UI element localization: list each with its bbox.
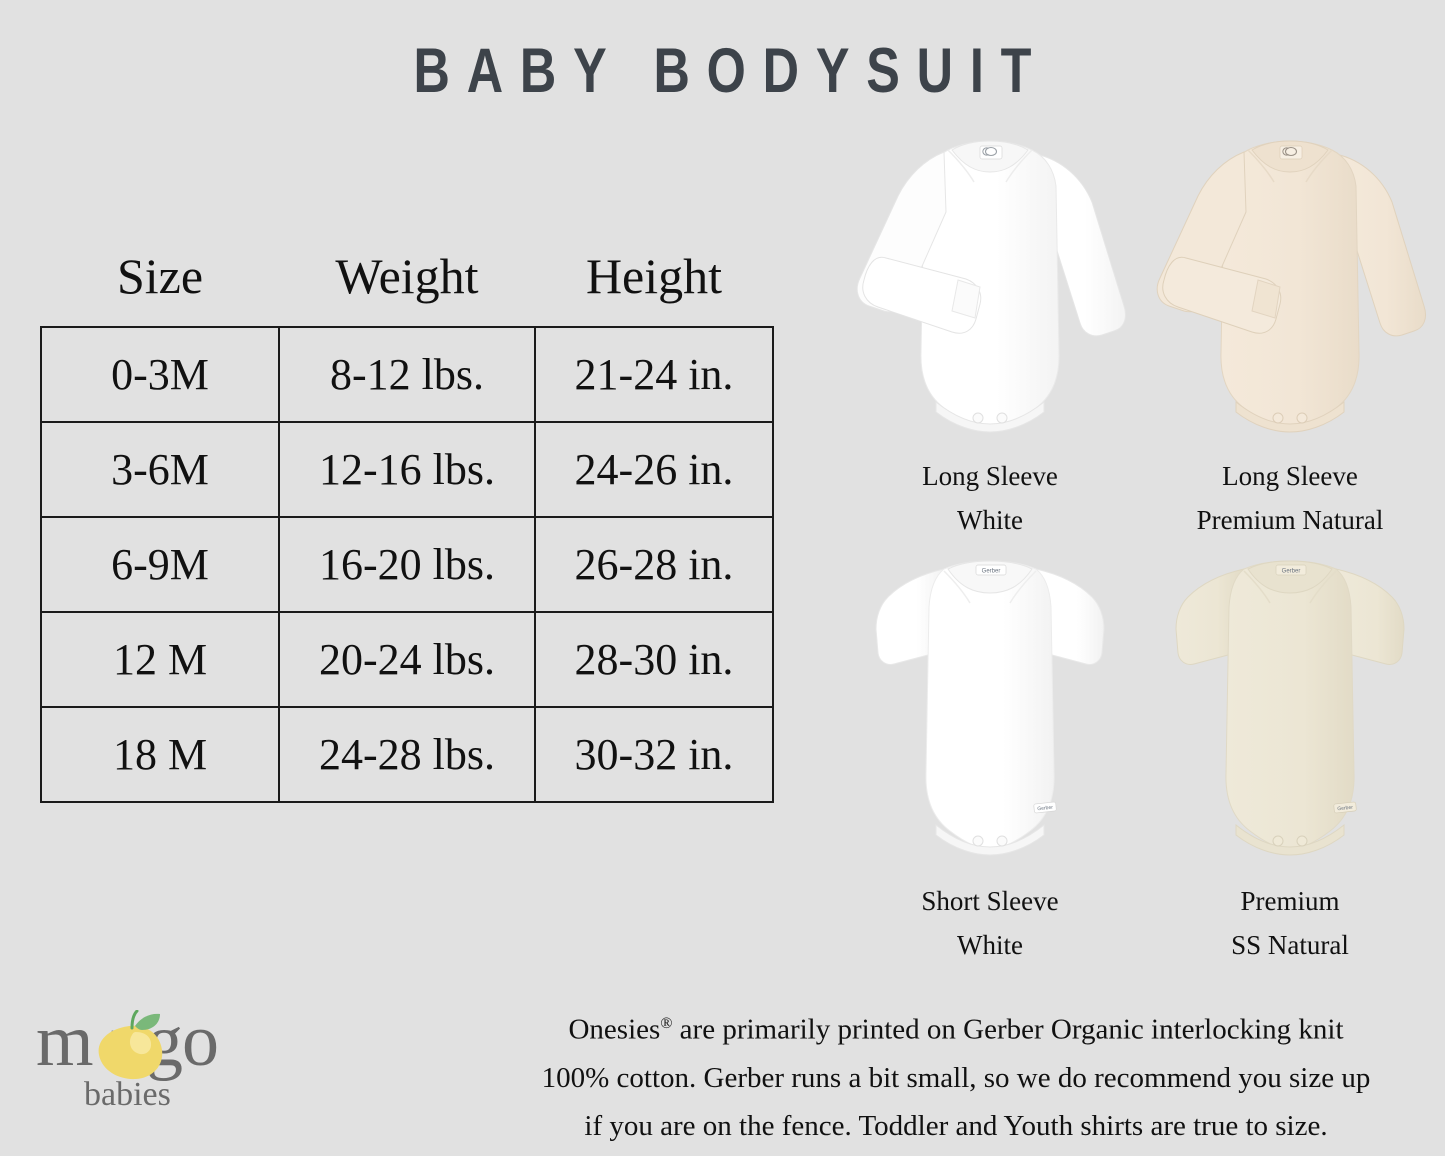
disclaimer-line-3: if you are on the fence. Toddler and You… bbox=[584, 1109, 1328, 1142]
garment-short-sleeve-white: Gerber Gerber Short Sleeve White bbox=[840, 545, 1140, 965]
garment-label-line2: White bbox=[957, 930, 1023, 960]
mango-icon bbox=[98, 1010, 163, 1080]
garment-label: Short Sleeve White bbox=[840, 879, 1140, 967]
cell-weight: 8-12 lbs. bbox=[278, 326, 536, 423]
garment-label-line1: Premium bbox=[1240, 886, 1340, 916]
svg-text:Gerber: Gerber bbox=[982, 569, 1001, 575]
short-sleeve-bodysuit-image: Gerber Gerber bbox=[1175, 560, 1405, 856]
cell-height: 30-32 in. bbox=[534, 706, 774, 803]
cell-size: 0-3M bbox=[40, 326, 280, 423]
disclaimer-line-1: Onesies® are primarily printed on Gerber… bbox=[480, 1000, 1432, 1054]
table-row: 6-9M 16-20 lbs. 26-28 in. bbox=[40, 516, 774, 613]
garment-label: Premium SS Natural bbox=[1140, 879, 1440, 967]
garment-label-line1: Long Sleeve bbox=[922, 461, 1058, 491]
garment-long-sleeve-premium-natural: Long Sleeve Premium Natural bbox=[1140, 120, 1440, 540]
garment-label: Long Sleeve Premium Natural bbox=[1140, 454, 1440, 542]
brand-logo: m ngo babies bbox=[36, 1002, 296, 1122]
table-header-row: Size Weight Height bbox=[41, 248, 773, 327]
svg-text:Gerber: Gerber bbox=[1282, 569, 1301, 575]
cell-weight: 20-24 lbs. bbox=[278, 611, 536, 708]
cell-size: 12 M bbox=[40, 611, 280, 708]
garment-premium-ss-natural: Gerber Gerber Premium SS Natural bbox=[1140, 545, 1440, 965]
cell-weight: 12-16 lbs. bbox=[278, 421, 536, 518]
svg-text:Gerber: Gerber bbox=[1337, 805, 1353, 813]
table-row: 0-3M 8-12 lbs. 21-24 in. bbox=[40, 326, 774, 423]
logo-subtitle: babies bbox=[84, 1076, 171, 1113]
disclaimer-brand: Onesies bbox=[568, 1013, 661, 1046]
garment-label-line1: Short Sleeve bbox=[921, 886, 1059, 916]
svg-text:Gerber: Gerber bbox=[1037, 805, 1053, 813]
table-row: 3-6M 12-16 lbs. 24-26 in. bbox=[40, 421, 774, 518]
cell-size: 6-9M bbox=[40, 516, 280, 613]
long-sleeve-bodysuit-image bbox=[856, 140, 1127, 433]
table-row: 18 M 24-28 lbs. 30-32 in. bbox=[40, 706, 774, 803]
cell-weight: 16-20 lbs. bbox=[278, 516, 536, 613]
garment-label-line1: Long Sleeve bbox=[1222, 461, 1358, 491]
garment-gallery: Long Sleeve White bbox=[840, 120, 1440, 960]
long-sleeve-bodysuit-image bbox=[1156, 140, 1427, 433]
cell-height: 28-30 in. bbox=[534, 611, 774, 708]
table-row: 12 M 20-24 lbs. 28-30 in. bbox=[40, 611, 774, 708]
column-header-size: Size bbox=[116, 248, 204, 304]
disclaimer-line1-rest: are primarily printed on Gerber Organic … bbox=[672, 1013, 1344, 1046]
cell-size: 18 M bbox=[40, 706, 280, 803]
cell-height: 24-26 in. bbox=[534, 421, 774, 518]
size-chart-table: Size Weight Height 0-3M 8-12 lbs. 21-24 … bbox=[40, 248, 774, 803]
disclaimer-line-2: 100% cotton. Gerber runs a bit small, so… bbox=[541, 1061, 1371, 1094]
cell-height: 26-28 in. bbox=[534, 516, 774, 613]
column-header-height: Height bbox=[585, 248, 723, 304]
column-header-weight: Weight bbox=[335, 248, 479, 304]
page-title: BABY BODYSUIT bbox=[413, 36, 1049, 106]
cell-size: 3-6M bbox=[40, 421, 280, 518]
cell-height: 21-24 in. bbox=[534, 326, 774, 423]
garment-long-sleeve-white: Long Sleeve White bbox=[840, 120, 1140, 540]
registered-trademark-icon: ® bbox=[660, 1015, 673, 1032]
short-sleeve-bodysuit-image: Gerber Gerber bbox=[875, 560, 1105, 856]
cell-weight: 24-28 lbs. bbox=[278, 706, 536, 803]
garment-label: Long Sleeve White bbox=[840, 454, 1140, 542]
garment-label-line2: Premium Natural bbox=[1196, 505, 1384, 535]
garment-label-line2: SS Natural bbox=[1231, 930, 1349, 960]
disclaimer-text: Onesies® are primarily printed on Gerber… bbox=[480, 1000, 1432, 1150]
garment-label-line2: White bbox=[957, 505, 1023, 535]
